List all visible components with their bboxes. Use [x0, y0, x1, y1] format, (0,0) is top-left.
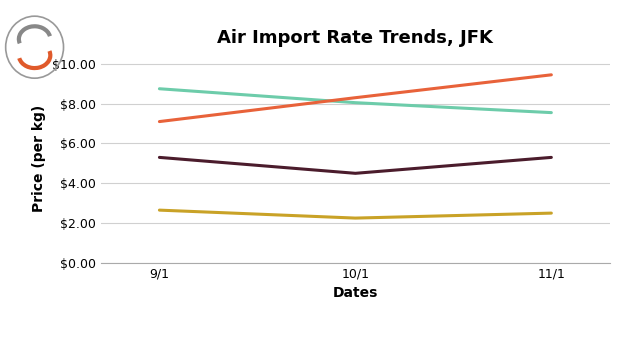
X-axis label: Dates: Dates: [333, 286, 378, 300]
Title: Air Import Rate Trends, JFK: Air Import Rate Trends, JFK: [218, 29, 493, 47]
Legend: Mumbai - JFK, London - JFK, Shanghai - JFK, Sao Paulo - JFK: Mumbai - JFK, London - JFK, Shanghai - J…: [218, 332, 493, 337]
Y-axis label: Price (per kg): Price (per kg): [32, 105, 47, 212]
